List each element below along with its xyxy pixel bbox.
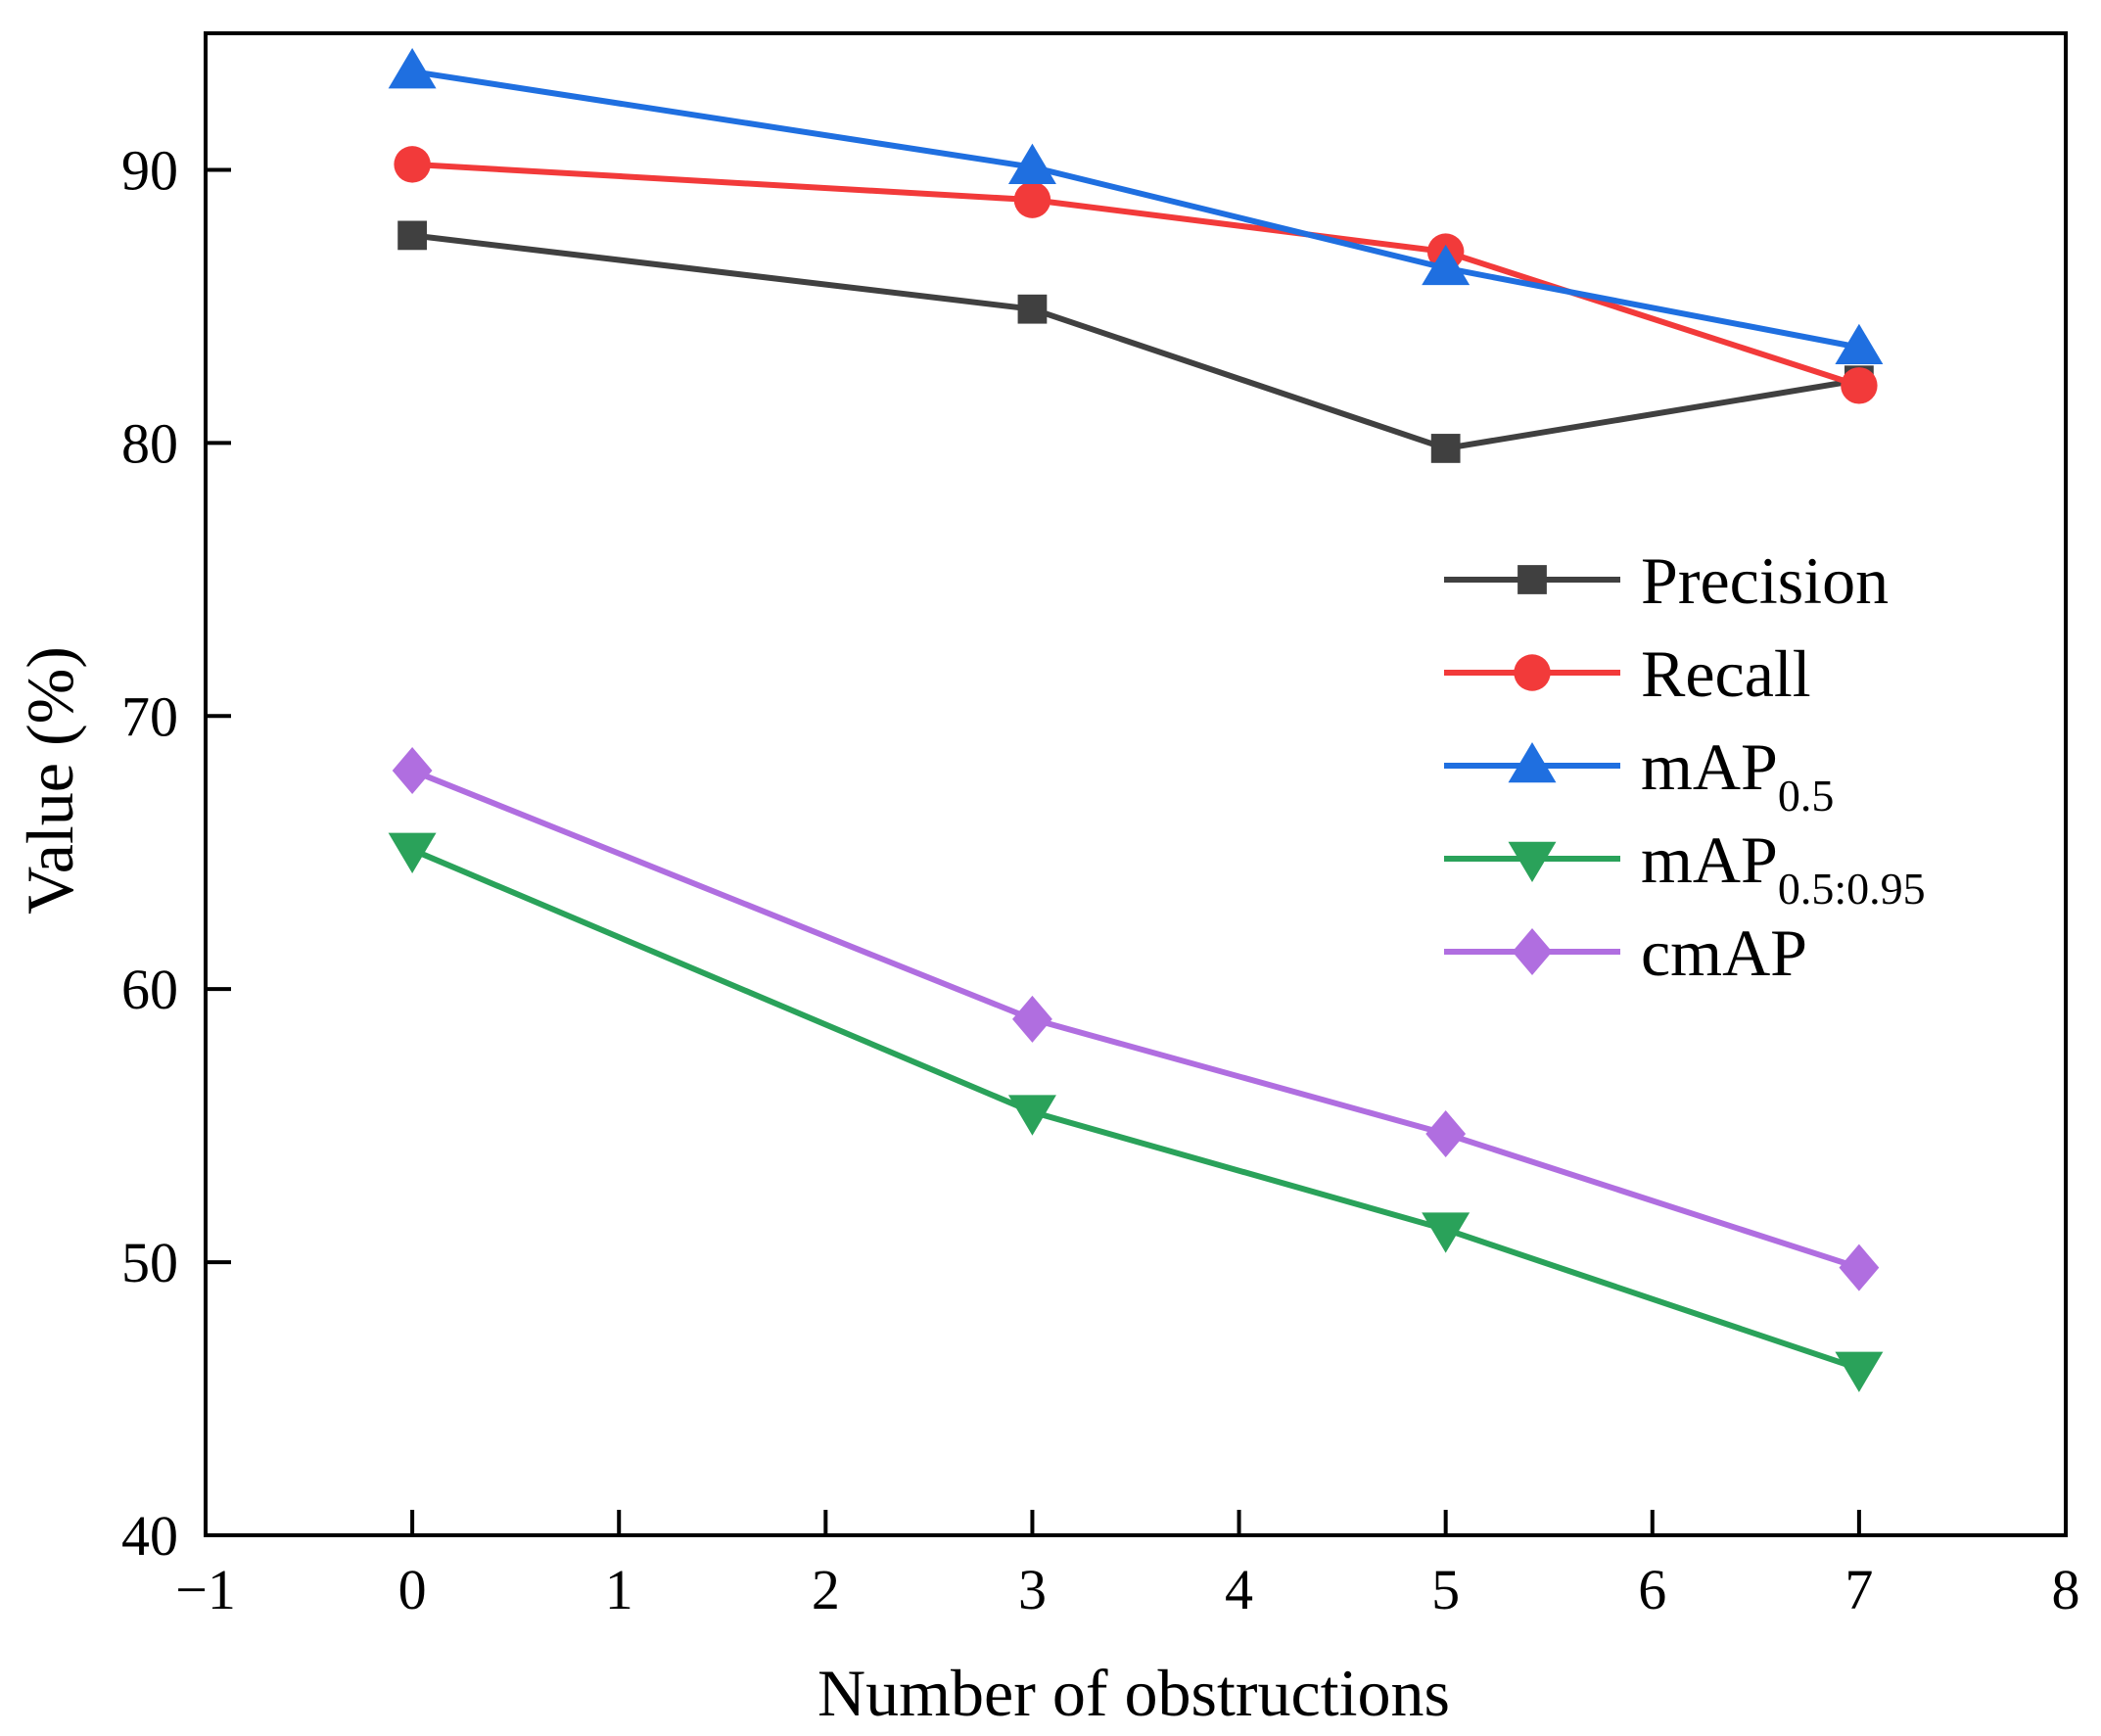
legend-marker-map0-5-0-95: [1508, 841, 1557, 882]
data-point-cmap: [1012, 995, 1052, 1043]
x-tick-label: 6: [1638, 1558, 1666, 1621]
legend-item-precision: Precision: [1444, 543, 1889, 618]
data-point-map0-5-0-95: [388, 832, 437, 873]
series-map0-5-0-95: [388, 832, 1884, 1392]
series-line-map0-5-0-95: [410, 847, 1860, 1372]
y-axis: 40 50 60 70 80 90: [121, 138, 231, 1568]
legend-marker-precision: [1517, 565, 1547, 594]
y-tick-label: 90: [121, 138, 178, 202]
x-tick-label: 8: [2052, 1558, 2080, 1621]
data-point-recall: [394, 146, 431, 183]
series-recall: [394, 146, 1878, 404]
legend-label: Precision: [1641, 543, 1889, 618]
legend-label-subscript: 0.5: [1778, 771, 1835, 821]
x-tick-label: 1: [605, 1558, 633, 1621]
data-point-map0-5-0-95: [1007, 1095, 1056, 1136]
x-axis-title: Number of obstructions: [817, 1656, 1450, 1730]
legend-label: cmAP: [1641, 915, 1807, 990]
y-tick-label: 70: [121, 684, 178, 748]
y-tick-label: 40: [121, 1504, 178, 1568]
y-tick-label: 80: [121, 411, 178, 475]
y-tick-label: 50: [121, 1231, 178, 1294]
data-point-map0-5: [1422, 244, 1471, 286]
series-cmap: [392, 747, 1880, 1291]
y-axis-title: Value (%): [13, 646, 87, 915]
data-point-recall: [1841, 367, 1878, 404]
data-point-cmap: [1839, 1243, 1880, 1291]
plot-frame: [204, 31, 2068, 1537]
data-point-recall: [1013, 181, 1051, 218]
legend-marker-map0-5: [1508, 742, 1557, 783]
x-tick-label: 3: [1018, 1558, 1047, 1621]
series-map0-5: [388, 48, 1884, 365]
x-tick-label: −1: [175, 1558, 236, 1621]
legend-marker-recall: [1514, 654, 1551, 691]
data-point-precision: [1430, 434, 1461, 463]
series-line-recall: [411, 161, 1860, 389]
x-axis: −1 0 1 2 3 4 5 6 7 8: [175, 1510, 2080, 1621]
legend-item-cmap: cmAP: [1444, 915, 1807, 990]
series-line-cmap: [410, 768, 1860, 1271]
legend-item-recall: Recall: [1444, 636, 1811, 711]
x-tick-label: 0: [398, 1558, 427, 1621]
legend-marker-cmap: [1512, 928, 1553, 975]
data-point-map0-5: [1835, 323, 1884, 365]
plot-border: [204, 31, 2068, 1537]
legend-label-subscript: 0.5:0.95: [1778, 864, 1926, 914]
data-point-map0-5-0-95: [1835, 1351, 1884, 1392]
data-point-map0-5: [1007, 143, 1056, 184]
legend-label: Recall: [1641, 636, 1811, 711]
data-point-map0-5: [388, 48, 437, 89]
x-tick-label: 4: [1225, 1558, 1253, 1621]
data-point-cmap: [1425, 1110, 1467, 1158]
series-line-map0-5: [411, 69, 1860, 351]
x-tick-label: 7: [1844, 1558, 1873, 1621]
data-point-cmap: [392, 747, 433, 795]
series-layer: [388, 48, 1884, 1392]
y-tick-label: 60: [121, 958, 178, 1021]
series-line-precision: [411, 232, 1860, 451]
data-point-map0-5-0-95: [1422, 1212, 1471, 1253]
x-tick-label: 2: [812, 1558, 840, 1621]
data-point-precision: [397, 220, 427, 251]
x-tick-label: 5: [1431, 1558, 1460, 1621]
data-point-precision: [1017, 294, 1048, 324]
